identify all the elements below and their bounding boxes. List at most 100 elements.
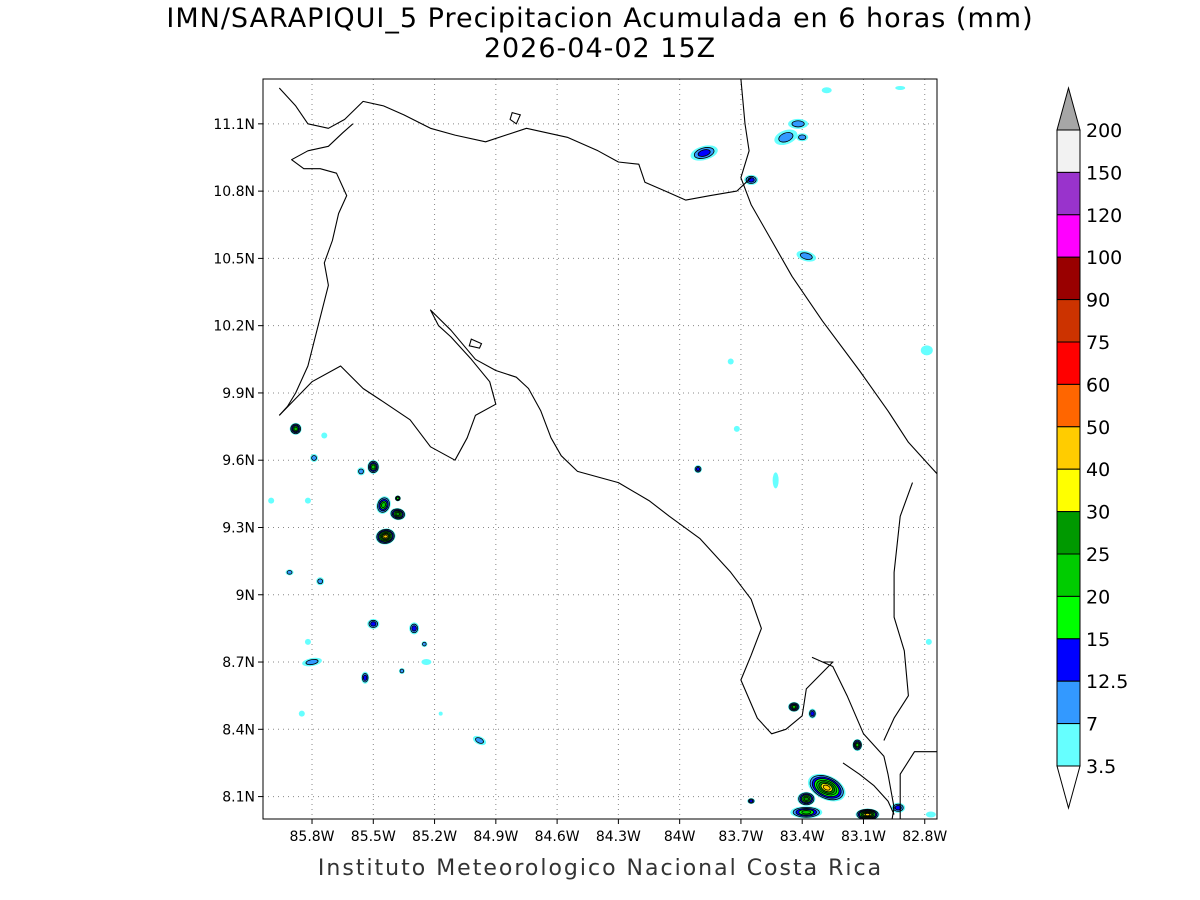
precip-cell [852,739,863,751]
coastline-segment [883,482,914,741]
island-outline [509,111,522,125]
colorbar-label: 90 [1086,290,1110,312]
precip-cell [398,668,405,674]
precip-cell [289,422,302,435]
coastline-segment [740,79,937,475]
colorbar-swatch [1056,214,1081,258]
precip-cell [733,425,740,432]
precip-cell [747,798,756,805]
precip-cell [304,638,311,645]
island-outline [468,338,483,349]
precip-contour [395,512,401,516]
precip-cell [727,358,734,365]
precip-cell [796,250,817,262]
colorbar-swatch [1056,129,1081,173]
lat-tick-label: 9.3N [222,520,255,536]
coastline-segment [278,87,752,201]
colorbar-swatch [1056,680,1081,725]
colorbar: 3.5 7 12.5 15 20 25 30 40 50 60 75 90 100 120 150 200 [1056,86,1128,810]
precip-contour [791,705,797,709]
colorbar-label: 15 [1086,629,1110,651]
colorbar-swatch [1056,383,1081,428]
precip-contour [697,149,711,157]
lon-tick-label: 82.8W [902,829,947,845]
lat-tick-label: 10.8N [213,184,255,200]
lat-tick-label: 9.6N [222,453,255,469]
precip-cell [389,507,406,521]
precip-contour [399,668,405,674]
precip-cell [895,85,906,90]
precip-contour [362,674,368,681]
colorbar-swatch [1056,511,1081,555]
precip-cell [409,622,420,635]
coastline [278,79,937,819]
precip-contour [422,641,427,647]
precip-contour [803,796,809,801]
colorbar-label: 120 [1086,205,1122,227]
precip-contour [727,358,734,365]
precip-contour [311,455,317,461]
lon-tick-label: 83.1W [841,829,886,845]
precip-cell [925,638,932,645]
precip-contour [798,134,807,141]
precip-cell [285,569,294,576]
colorbar-swatch [1056,468,1081,513]
colorbar-label: 3.5 [1086,756,1116,778]
lon-tick-label: 84W [664,829,696,845]
coastline-segment [842,762,895,815]
precip-contour [791,120,805,128]
precip-cell [796,133,809,142]
colorbar-label: 12.5 [1086,671,1128,693]
lon-tick-label: 83.7W [718,829,763,845]
precip-cell [774,129,798,146]
precip-contour [695,467,701,472]
precip-contour [317,578,324,585]
precip-cell [788,118,809,129]
precip-cell [744,174,759,185]
colorbar-label: 7 [1086,714,1098,736]
precip-contour [383,534,388,539]
precip-cell [694,465,703,474]
precip-cell [268,497,275,504]
lon-tick-label: 83.4W [780,829,825,845]
precip-cell [821,87,832,94]
precip-cell [394,495,401,502]
precip-cell [925,811,936,818]
precip-contour [772,472,779,489]
lat-tick-label: 8.1N [222,790,255,806]
precip-cell [302,657,322,667]
precip-contour [748,799,754,803]
precip-contour [305,658,319,666]
colorbar-swatch [1056,553,1081,597]
lat-tick-label: 8.4N [222,722,255,738]
precip-cell [690,145,718,161]
lon-tick-label: 84.3W [596,829,641,845]
map-title: IMN/SARAPIQUI_5 Precipitacion Acumulada … [166,3,1034,34]
colorbar-swatch [1056,595,1081,640]
colorbar-swatch [1056,341,1081,385]
precip-contour [821,87,832,94]
colorbar-swatch [1056,256,1081,301]
colorbar-label: 30 [1086,502,1110,524]
colorbar-swatch [1056,638,1081,682]
coastline-segment [899,751,937,819]
precip-contour [895,85,906,90]
colorbar-label: 40 [1086,459,1110,481]
precip-contour [396,496,400,500]
precip-cell [375,528,396,545]
precip-contour [925,811,936,818]
precip-contour [304,638,311,645]
precip-contour [438,711,443,716]
plot-background [263,79,937,819]
precip-contour [799,252,813,260]
lat-tick-label: 10.2N [213,319,255,335]
precip-contour [293,426,298,431]
lat-tick-label: 8.7N [222,655,255,671]
precip-contour [822,784,831,791]
map-datetime: 2026-04-02 15Z [483,33,717,64]
colorbar-label: 20 [1086,586,1110,608]
precip-cell [357,467,366,476]
precip-contour [268,497,275,504]
precip-cell [788,701,801,712]
colorbar-swatch [1056,171,1081,216]
